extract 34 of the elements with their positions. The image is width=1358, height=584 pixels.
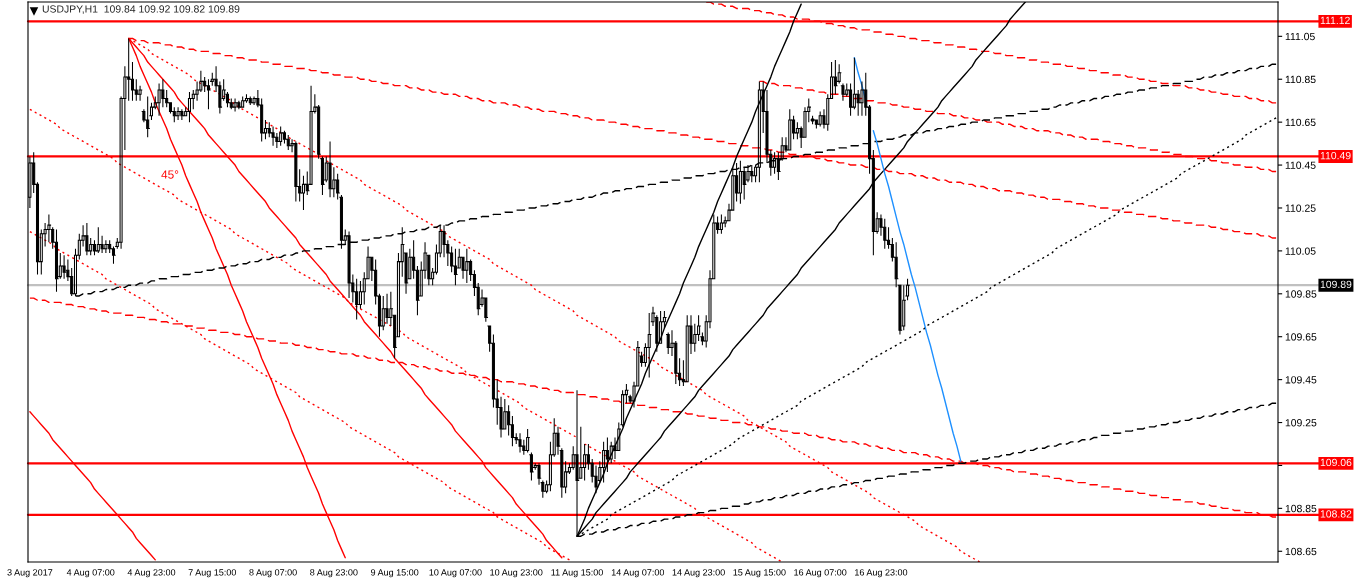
ref-line-label: 110.49 bbox=[1320, 151, 1351, 160]
x-tick-label: 9 Aug 15:00 bbox=[370, 569, 419, 578]
y-tick-label: 110.65 bbox=[1285, 118, 1316, 127]
x-tick-label: 10 Aug 07:00 bbox=[429, 569, 482, 578]
x-tick-label: 16 Aug 07:00 bbox=[794, 569, 847, 578]
x-tick-label: 8 Aug 07:00 bbox=[249, 569, 297, 578]
x-tick-label: 4 Aug 23:00 bbox=[127, 569, 176, 578]
x-tick-label: 3 Aug 2017 bbox=[7, 569, 53, 578]
y-tick-label: 110.85 bbox=[1285, 75, 1316, 84]
ref-line-label: 111.12 bbox=[1320, 16, 1350, 24]
y-tick-label: 109.25 bbox=[1285, 419, 1317, 427]
x-tick-label: 8 Aug 23:00 bbox=[310, 569, 358, 578]
x-tick-label: 11 Aug 15:00 bbox=[551, 569, 603, 578]
y-tick-label: 109.45 bbox=[1285, 376, 1317, 384]
y-tick-label: 108.65 bbox=[1285, 547, 1317, 556]
x-tick-label: 4 Aug 07:00 bbox=[66, 569, 115, 578]
y-tick-label: 110.05 bbox=[1285, 247, 1316, 255]
x-tick-label: 15 Aug 15:00 bbox=[733, 569, 786, 578]
x-tick-label: 14 Aug 23:00 bbox=[672, 569, 725, 578]
y-tick-label: 110.45 bbox=[1285, 161, 1316, 169]
y-tick-label: 109.85 bbox=[1285, 290, 1317, 298]
x-tick-label: 7 Aug 15:00 bbox=[188, 569, 237, 578]
series-label: 45° bbox=[161, 170, 179, 179]
y-tick-label: 110.25 bbox=[1285, 204, 1316, 212]
y-tick-label: 111.05 bbox=[1285, 32, 1315, 41]
x-tick-label: 14 Aug 07:00 bbox=[611, 569, 665, 578]
y-tick-label: 109.65 bbox=[1285, 333, 1317, 341]
y-tick-label: 108.85 bbox=[1285, 504, 1317, 513]
x-tick-label: 16 Aug 23:00 bbox=[855, 569, 908, 578]
x-tick-label: 10 Aug 23:00 bbox=[490, 569, 543, 578]
chart-title: USDJPY,H1 109.84 109.92 109.82 109.89 bbox=[42, 5, 240, 14]
ref-line-label: 109.89 bbox=[1320, 280, 1352, 289]
ref-line-label: 108.82 bbox=[1320, 510, 1352, 518]
ref-line-label: 109.06 bbox=[1320, 458, 1352, 467]
